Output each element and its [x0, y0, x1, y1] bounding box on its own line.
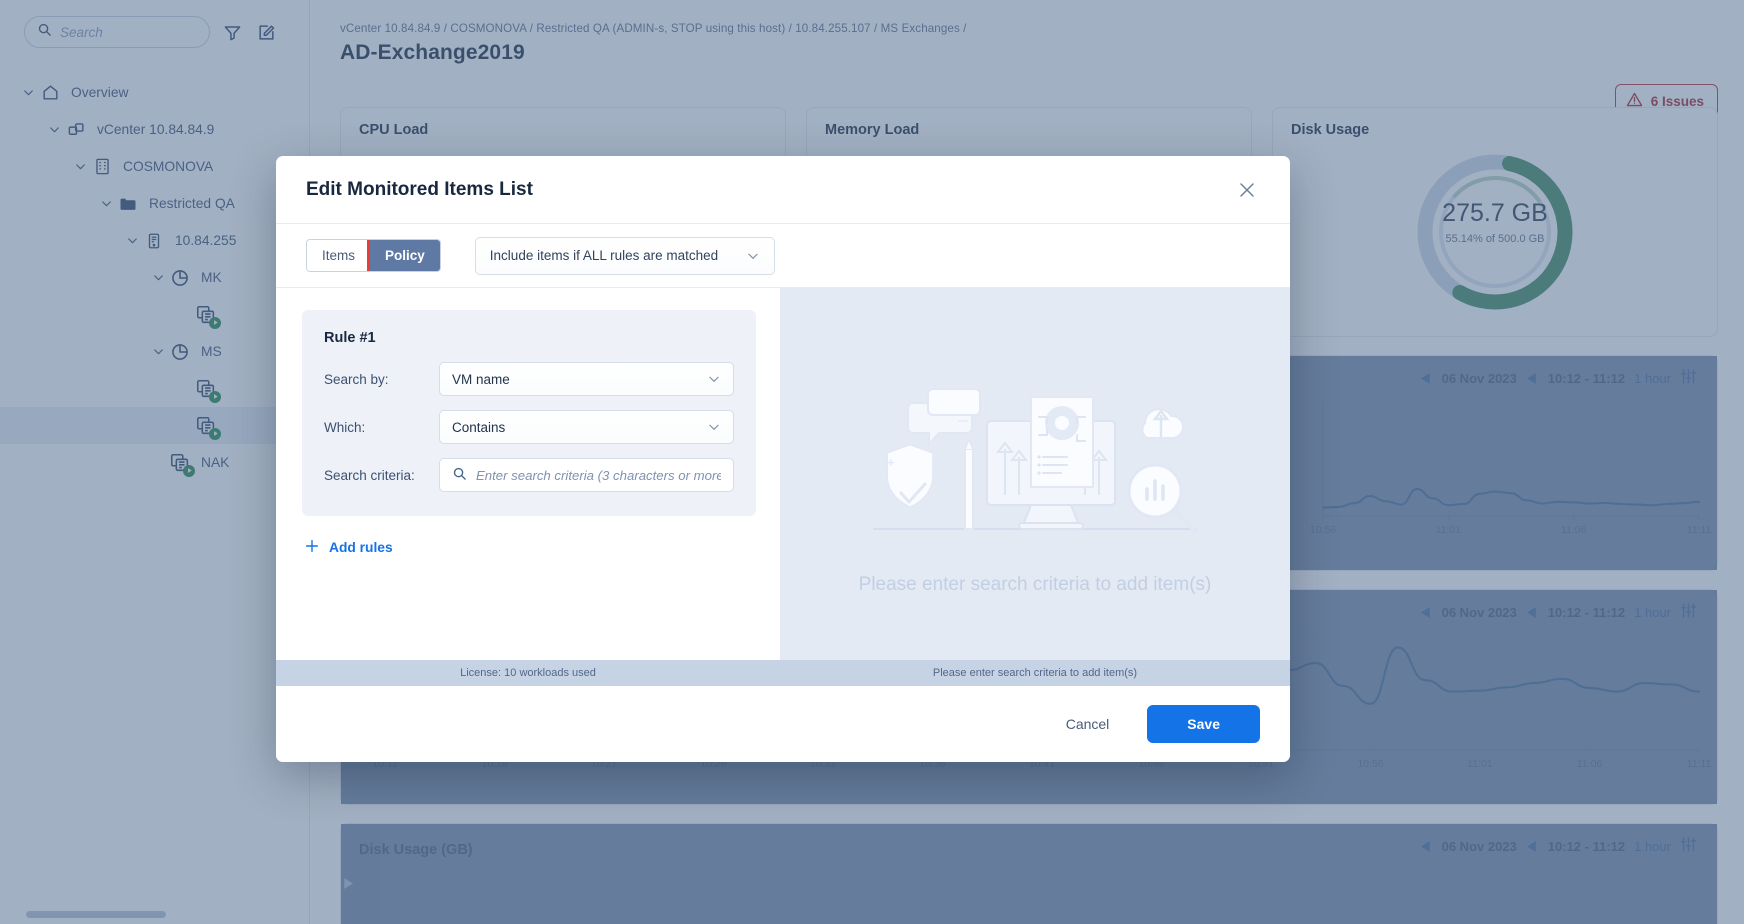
tab-group: Items Policy — [306, 239, 441, 272]
add-rules-button[interactable]: Add rules — [302, 538, 756, 557]
search-icon — [452, 466, 467, 484]
tab-policy[interactable]: Policy — [367, 240, 440, 271]
which-select[interactable]: Contains — [439, 410, 734, 444]
which-value: Contains — [452, 419, 506, 435]
save-button[interactable]: Save — [1147, 705, 1260, 743]
search-by-row: Search by: VM name — [324, 362, 734, 396]
dialog-body: Rule #1 Search by: VM name Which: — [276, 288, 1290, 660]
edit-monitored-items-dialog: Edit Monitored Items List Items Policy I… — [276, 156, 1290, 762]
chevron-down-icon — [746, 249, 760, 263]
search-criteria-label: Search criteria: — [324, 467, 415, 483]
search-by-value: VM name — [452, 371, 510, 387]
tab-items[interactable]: Items — [307, 240, 371, 271]
dialog-header: Edit Monitored Items List — [276, 156, 1290, 224]
rule-card: Rule #1 Search by: VM name Which: — [302, 310, 756, 516]
empty-state-text: Please enter search criteria to add item… — [858, 573, 1212, 595]
dialog-status-bar: License: 10 workloads used Please enter … — [276, 660, 1290, 686]
items-status: Please enter search criteria to add item… — [932, 667, 1138, 679]
items-preview-panel: Please enter search criteria to add item… — [780, 288, 1290, 660]
search-by-select[interactable]: VM name — [439, 362, 734, 396]
match-mode-select[interactable]: Include items if ALL rules are matched — [474, 236, 775, 275]
policy-panel: Rule #1 Search by: VM name Which: — [276, 288, 780, 660]
dialog-title: Edit Monitored Items List — [306, 178, 533, 200]
dialog-tabs-row: Items Policy Include items if ALL rules … — [276, 224, 1290, 288]
cancel-button[interactable]: Cancel — [1052, 706, 1124, 742]
close-icon[interactable] — [1234, 177, 1260, 203]
dialog-footer: Cancel Save — [276, 686, 1290, 762]
chevron-down-icon — [707, 420, 721, 434]
chevron-down-icon — [707, 372, 721, 386]
analytics-dashboard-illustration — [855, 353, 1215, 558]
add-rules-label: Add rules — [329, 540, 393, 555]
match-mode-value: Include items if ALL rules are matched — [489, 248, 719, 263]
rule-title: Rule #1 — [324, 330, 376, 346]
search-by-label: Search by: — [324, 371, 389, 387]
which-row: Which: Contains — [324, 410, 734, 444]
search-criteria-input[interactable] — [476, 467, 721, 483]
search-criteria-field[interactable] — [439, 458, 734, 492]
which-label: Which: — [324, 419, 366, 435]
license-status: License: 10 workloads used — [460, 667, 596, 679]
search-criteria-row: Search criteria: — [324, 458, 734, 492]
plus-icon — [304, 538, 320, 557]
